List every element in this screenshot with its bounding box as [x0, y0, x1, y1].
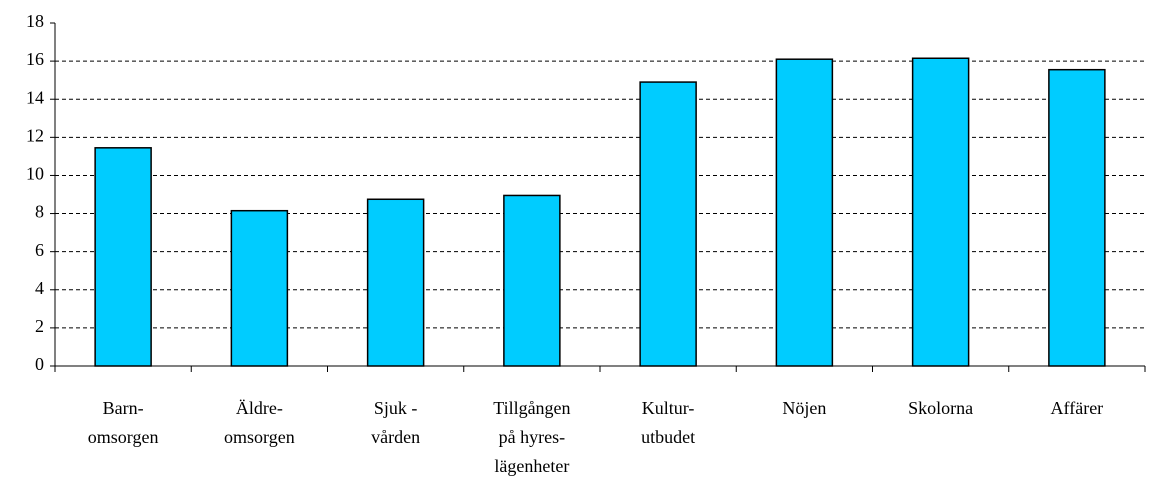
y-tick-label: 18 [26, 11, 44, 31]
x-tick-label: Barn- omsorgen [87, 398, 159, 447]
bar [1048, 68, 1106, 367]
x-tick-label: Tillgången på hyres- lägenheter [493, 398, 571, 476]
y-tick-label: 16 [26, 49, 44, 69]
bar [911, 57, 970, 367]
y-tick-label: 8 [35, 202, 44, 222]
x-tick-label: Nöjen [782, 398, 827, 418]
y-tick-label: 6 [35, 240, 44, 260]
y-tick-label: 14 [26, 87, 44, 107]
bar [230, 209, 289, 367]
x-tick-label: Kultur- utbudet [641, 398, 696, 447]
bar [366, 198, 425, 367]
y-tick-label: 2 [35, 316, 44, 336]
x-tick-label: Äldre- omsorgen [224, 398, 295, 447]
y-tick-label: 10 [26, 164, 44, 184]
x-tick-label: Affärer [1050, 398, 1104, 418]
bar [503, 194, 561, 367]
bar [94, 147, 152, 367]
y-tick-label: 0 [35, 354, 44, 374]
x-tick-label: Sjuk - vården [371, 398, 421, 447]
x-tick-label: Skolorna [908, 398, 974, 418]
y-tick-label: 4 [35, 278, 44, 298]
y-tick-label: 12 [26, 125, 44, 145]
bar [775, 58, 834, 367]
bar [639, 81, 697, 367]
